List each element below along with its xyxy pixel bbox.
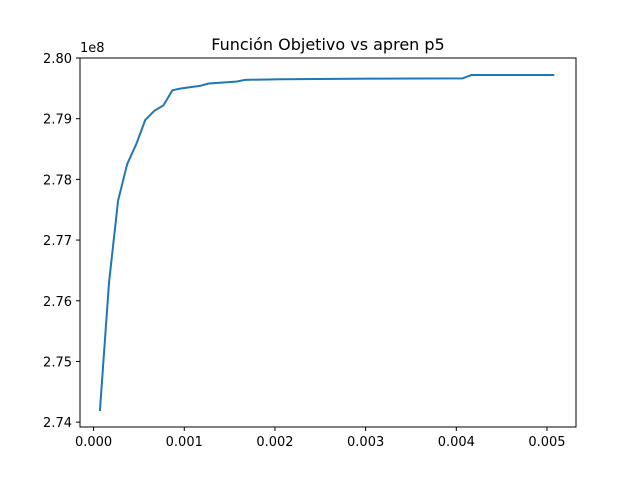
- x-tick-label: 0.005: [528, 435, 565, 450]
- y-tick-label: 2.78: [43, 173, 72, 188]
- x-tick-label: 0.004: [438, 435, 475, 450]
- series-line: [98, 73, 555, 412]
- y-tick-label: 2.80: [43, 52, 72, 67]
- y-tick-label: 2.77: [43, 234, 72, 249]
- y-tick-label: 2.79: [43, 113, 72, 128]
- x-tick-label: 0.002: [256, 435, 293, 450]
- x-tick-label: 0.003: [347, 435, 384, 450]
- chart-title: Función Objetivo vs apren p5: [211, 35, 444, 54]
- y-offset-label: 1e8: [80, 41, 105, 56]
- y-tick-label: 2.75: [43, 355, 72, 370]
- x-tick-label: 0.001: [166, 435, 203, 450]
- x-tick-label: 0.000: [75, 435, 112, 450]
- axes: 0.000 0.001 0.002 0.003 0.004 0.005 2.74 2.75 2.…: [43, 52, 566, 450]
- plot-frame: [79, 57, 577, 428]
- y-tick-label: 2.76: [43, 295, 72, 310]
- y-tick-label: 2.74: [43, 416, 72, 431]
